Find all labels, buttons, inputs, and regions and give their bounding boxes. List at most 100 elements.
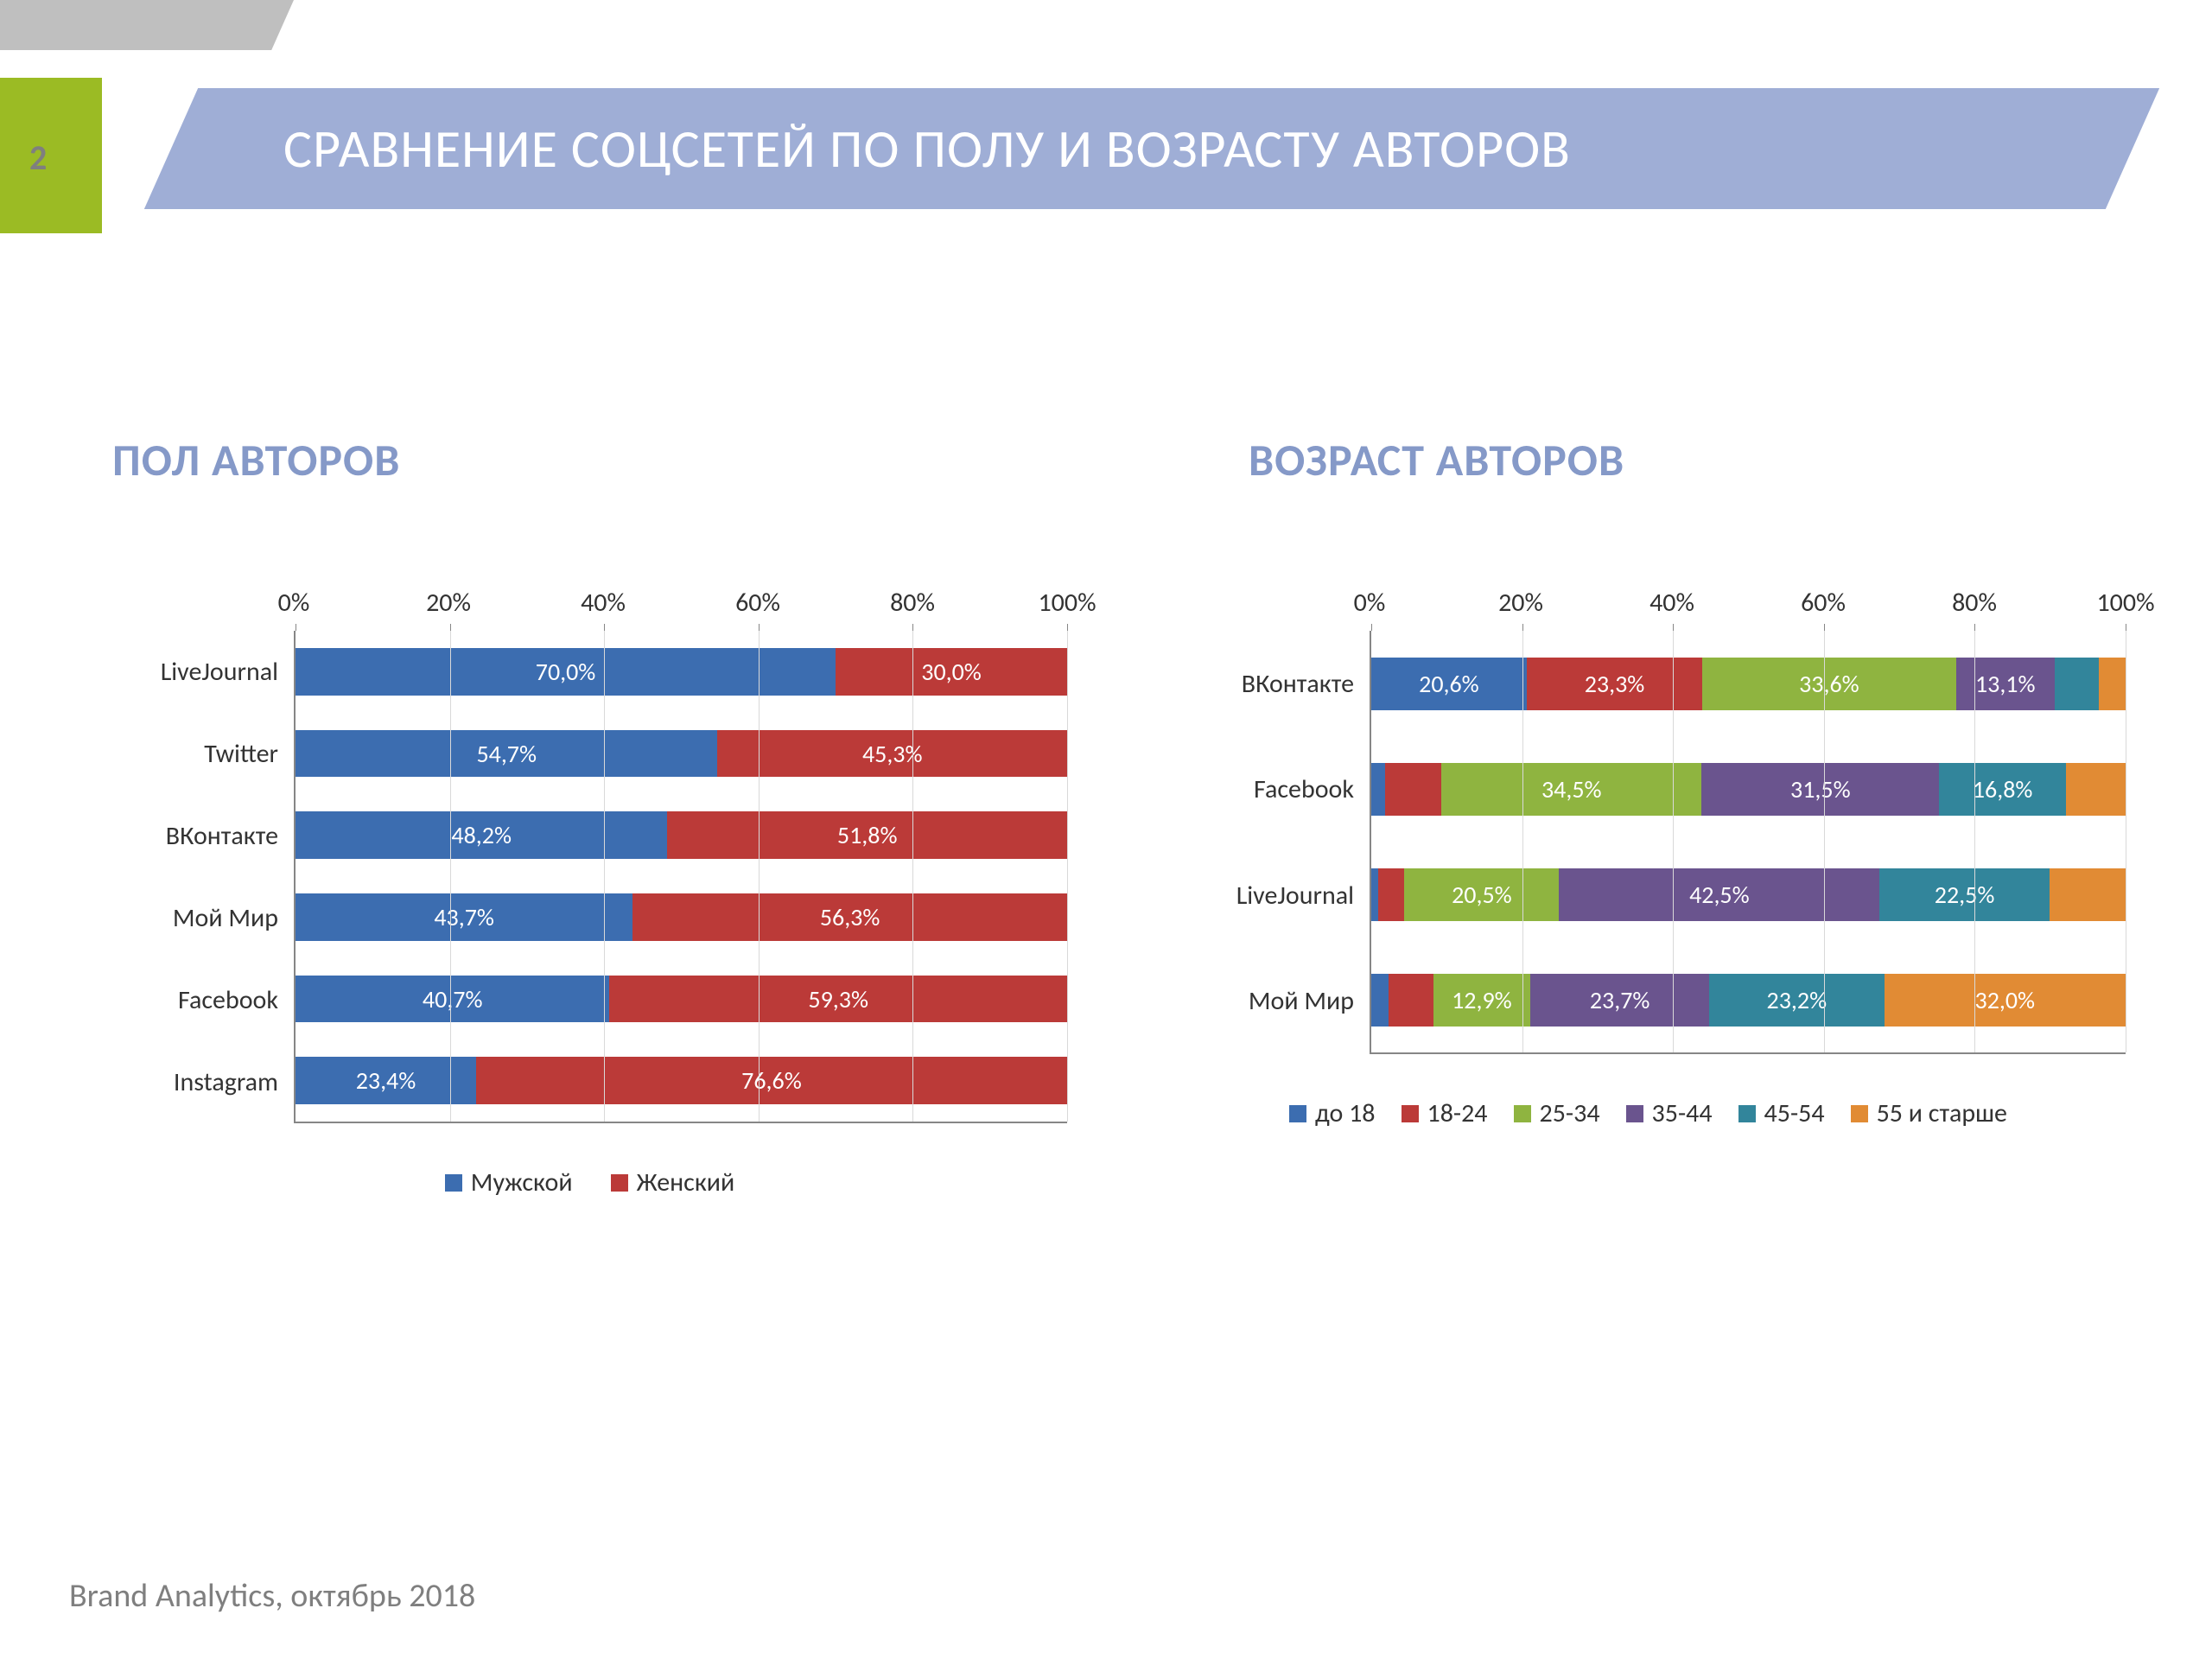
legend-swatch	[1289, 1105, 1306, 1122]
bar-segment	[2099, 658, 2126, 710]
bar-segment: 33,6%	[1702, 658, 1955, 710]
legend-item: 45-54	[1738, 1097, 1825, 1129]
legend-swatch	[611, 1174, 628, 1192]
bar-segment: 30,0%	[836, 648, 1067, 696]
bar-segment: 32,0%	[1885, 974, 2126, 1027]
gender-axis-ticks: 0%20%40%60%80%100%	[294, 591, 1067, 626]
gender-legend: Мужской Женский	[112, 1166, 1067, 1198]
bar-segment: 16,8%	[1939, 763, 2066, 816]
legend-label: 55 и старше	[1877, 1097, 2007, 1129]
legend-label: 35-44	[1652, 1097, 1713, 1129]
legend-swatch	[1402, 1105, 1419, 1122]
legend-item: 35-44	[1626, 1097, 1713, 1129]
axis-tick-label: 80%	[1952, 587, 1997, 619]
bar-segment: 22,5%	[1879, 868, 2049, 921]
bar-segment: 13,1%	[1956, 658, 2055, 710]
axis-tick-label: 20%	[426, 587, 471, 619]
category-label: LiveJournal	[112, 631, 294, 713]
age-y-labels: ВКонтактеFacebookLiveJournalМой Мир	[1171, 631, 1370, 1054]
bar-segment: 31,5%	[1701, 763, 1939, 816]
bar-segment: 43,7%	[296, 893, 632, 941]
slide-title: СРАВНЕНИЕ СОЦСЕТЕЙ ПО ПОЛУ И ВОЗРАСТУ АВ…	[171, 116, 1571, 181]
bar-segment: 20,6%	[1371, 658, 1527, 710]
footer-text: Brand Analytics, октябрь 2018	[69, 1576, 475, 1616]
category-label: ВКонтакте	[112, 795, 294, 877]
axis-tick-label: 0%	[1354, 587, 1386, 619]
bar-segment	[1378, 868, 1405, 921]
legend-swatch	[1851, 1105, 1868, 1122]
axis-tick-label: 40%	[581, 587, 626, 619]
gender-chart: ПОЛ АВТОРОВ 0%20%40%60%80%100% LiveJourn…	[112, 432, 1067, 1198]
legend-swatch	[1626, 1105, 1643, 1122]
axis-tick-label: 40%	[1649, 587, 1694, 619]
legend-swatch	[1514, 1105, 1531, 1122]
bar-row: 12,9%23,7%23,2%32,0%	[1371, 947, 2126, 1052]
gender-y-labels: LiveJournalTwitterВКонтактеМой МирFacebo…	[112, 631, 294, 1123]
bar-row: 43,7%56,3%	[296, 876, 1067, 958]
slide-number: 2	[29, 137, 47, 179]
bar-segment: 23,7%	[1530, 974, 1709, 1027]
legend-item: Женский	[611, 1166, 735, 1198]
bar-segment	[1371, 763, 1385, 816]
age-chart-title: ВОЗРАСТ АВТОРОВ	[1249, 432, 2126, 487]
bar-segment	[1371, 868, 1378, 921]
header-green-block	[0, 78, 102, 233]
legend-label: до 18	[1315, 1097, 1375, 1129]
bar-row: 70,0%30,0%	[296, 631, 1067, 713]
bar-row: 40,7%59,3%	[296, 958, 1067, 1040]
bar-segment: 70,0%	[296, 648, 836, 696]
category-label: Twitter	[112, 713, 294, 795]
category-label: Мой Мир	[112, 877, 294, 959]
axis-tick-label: 60%	[735, 587, 780, 619]
legend-label: 45-54	[1764, 1097, 1825, 1129]
category-label: Facebook	[1171, 737, 1370, 843]
bar-segment	[2050, 868, 2126, 921]
category-label: Instagram	[112, 1041, 294, 1123]
bar-row: 54,7%45,3%	[296, 713, 1067, 795]
header-gray-shape	[0, 0, 294, 50]
legend-swatch	[1738, 1105, 1756, 1122]
legend-label: Мужской	[471, 1166, 573, 1198]
legend-item: 25-34	[1514, 1097, 1600, 1129]
bar-segment: 59,3%	[609, 976, 1067, 1023]
bar-row: 23,4%76,6%	[296, 1039, 1067, 1122]
bar-segment	[2066, 763, 2126, 816]
axis-tick-label: 80%	[890, 587, 935, 619]
axis-tick-label: 20%	[1498, 587, 1543, 619]
age-axis-ticks: 0%20%40%60%80%100%	[1370, 591, 2126, 626]
bar-segment: 20,5%	[1404, 868, 1559, 921]
legend-label: Женский	[637, 1166, 735, 1198]
bar-segment: 54,7%	[296, 730, 717, 778]
bar-segment: 12,9%	[1433, 974, 1531, 1027]
axis-tick-label: 100%	[2096, 587, 2154, 619]
category-label: Мой Мир	[1171, 949, 1370, 1055]
bar-row: 20,6%23,3%33,6%13,1%	[1371, 631, 2126, 736]
axis-tick-label: 60%	[1801, 587, 1846, 619]
bar-row: 20,5%42,5%22,5%	[1371, 842, 2126, 947]
bar-segment: 42,5%	[1559, 868, 1879, 921]
bar-segment: 23,2%	[1709, 974, 1885, 1027]
bar-segment: 40,7%	[296, 976, 609, 1023]
legend-item: 55 и старше	[1851, 1097, 2007, 1129]
bar-segment: 48,2%	[296, 811, 667, 859]
bar-segment: 23,3%	[1527, 658, 1702, 710]
age-chart: ВОЗРАСТ АВТОРОВ 0%20%40%60%80%100% ВКонт…	[1171, 432, 2126, 1198]
bar-segment: 51,8%	[667, 811, 1067, 859]
gender-plot: 70,0%30,0%54,7%45,3%48,2%51,8%43,7%56,3%…	[294, 631, 1067, 1123]
legend-label: 25-34	[1540, 1097, 1600, 1129]
axis-tick-label: 0%	[278, 587, 310, 619]
bar-segment	[2055, 658, 2099, 710]
bar-segment: 56,3%	[632, 893, 1067, 941]
gender-chart-title: ПОЛ АВТОРОВ	[112, 432, 1067, 487]
legend-item: 18-24	[1402, 1097, 1488, 1129]
bar-segment	[1371, 974, 1389, 1027]
bar-segment: 45,3%	[717, 730, 1067, 778]
legend-item: Мужской	[445, 1166, 573, 1198]
age-plot: 20,6%23,3%33,6%13,1%34,5%31,5%16,8%20,5%…	[1370, 631, 2126, 1054]
bar-segment: 76,6%	[476, 1057, 1067, 1104]
axis-tick-label: 100%	[1038, 587, 1096, 619]
legend-swatch	[445, 1174, 462, 1192]
title-bar: СРАВНЕНИЕ СОЦСЕТЕЙ ПО ПОЛУ И ВОЗРАСТУ АВ…	[144, 88, 2159, 209]
bar-row: 34,5%31,5%16,8%	[1371, 736, 2126, 842]
legend-item: до 18	[1289, 1097, 1375, 1129]
